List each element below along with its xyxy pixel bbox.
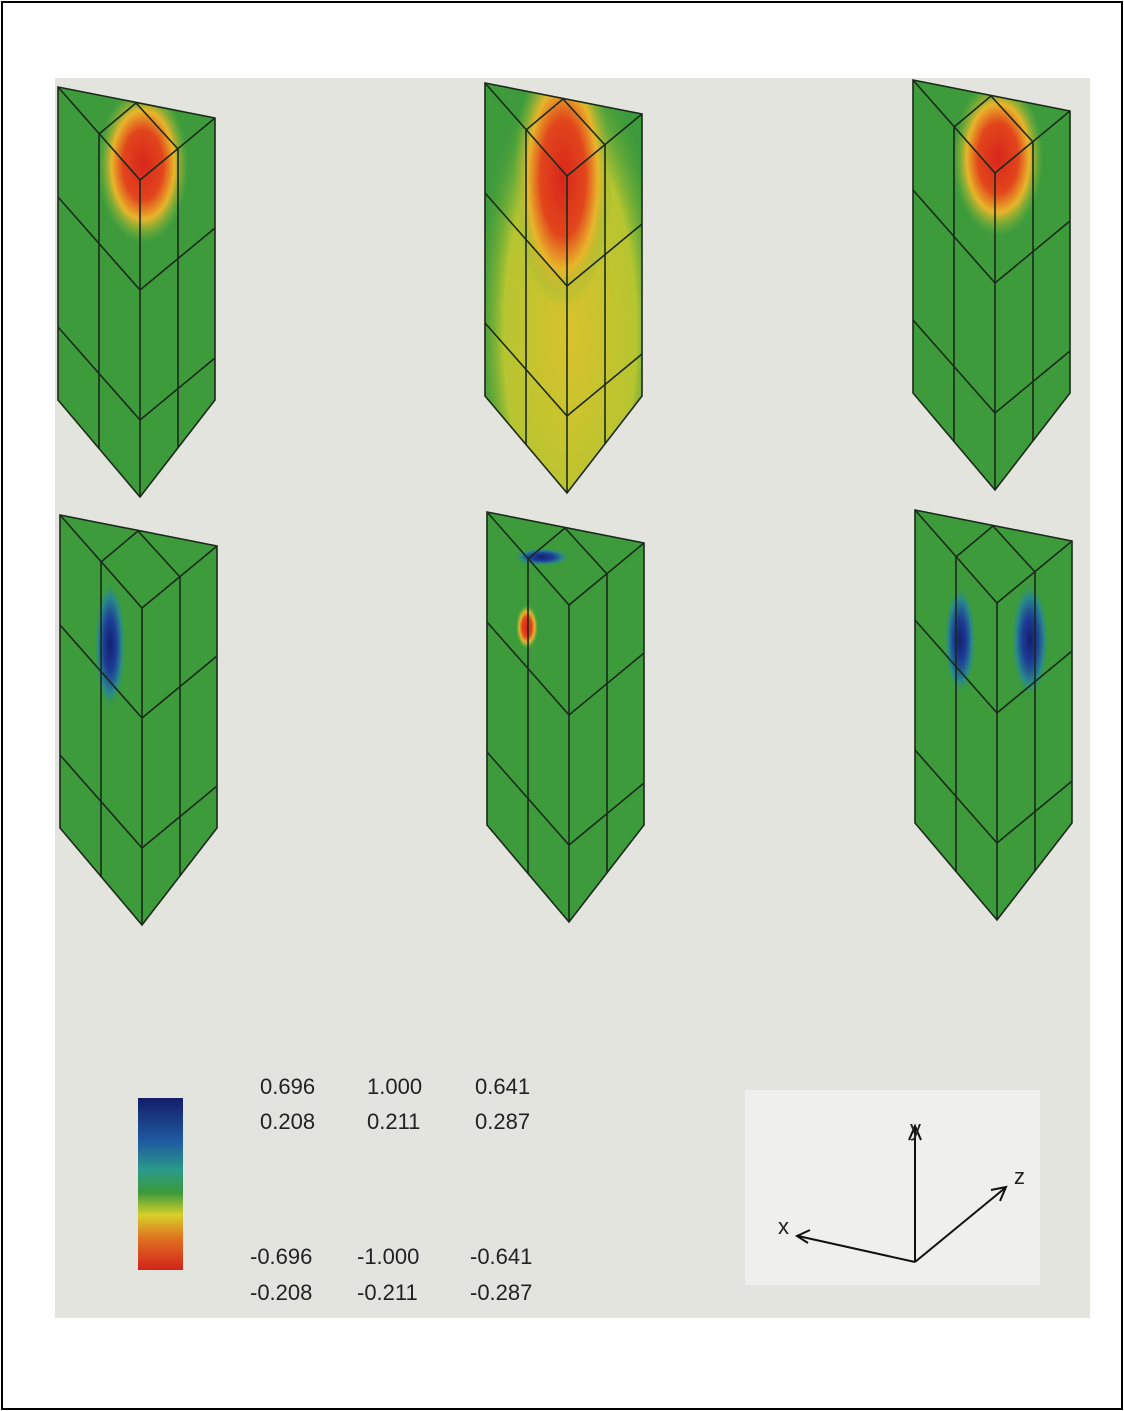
field-spot [1011, 582, 1049, 698]
field-spot [944, 585, 976, 695]
axis-label: x [778, 1214, 789, 1239]
max-value: 0.208 [260, 1109, 315, 1134]
axis-triad: y z x [745, 1090, 1040, 1285]
axis-label: z [1014, 1164, 1025, 1189]
page: 0.696 1.000 0.641 0.208 0.211 0.287 -0.6… [0, 0, 1124, 1411]
min-value: -1.000 [357, 1244, 419, 1269]
max-value: 1.000 [367, 1074, 422, 1099]
max-value: 0.696 [260, 1074, 315, 1099]
axis-label: y [910, 1116, 921, 1141]
min-value: -0.696 [250, 1244, 312, 1269]
colorbar [138, 1098, 183, 1270]
figure: 0.696 1.000 0.641 0.208 0.211 0.287 -0.6… [0, 0, 1124, 1411]
triad-box [745, 1090, 1040, 1285]
field-spot [516, 605, 538, 649]
field-spot [94, 580, 126, 710]
field-spot [514, 548, 570, 566]
max-value: 0.287 [475, 1109, 530, 1134]
min-value: -0.287 [470, 1280, 532, 1305]
min-value: -0.208 [250, 1280, 312, 1305]
max-value: 0.211 [367, 1109, 420, 1134]
min-value: -0.641 [470, 1244, 532, 1269]
max-value: 0.641 [475, 1074, 530, 1099]
min-value: -0.211 [357, 1280, 418, 1305]
